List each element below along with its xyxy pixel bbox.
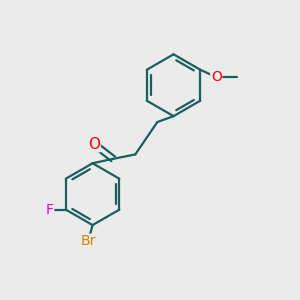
Text: O: O <box>88 136 100 152</box>
Text: O: O <box>211 70 222 84</box>
Text: Br: Br <box>80 234 96 248</box>
Text: F: F <box>46 202 54 217</box>
